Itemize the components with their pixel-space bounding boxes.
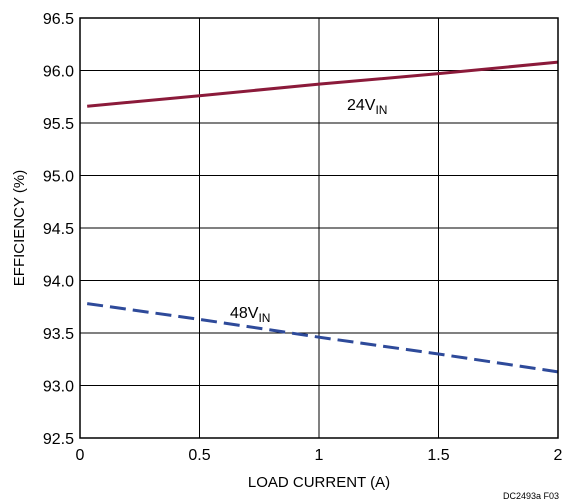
series-label-48vin: 48VIN <box>230 305 270 325</box>
x-tick-label: 1.5 <box>427 447 449 464</box>
y-tick-label: 96.5 <box>43 11 74 28</box>
y-tick-labels: 92.5 93.0 93.5 94.0 94.5 95.0 95.5 96.0 96.5 <box>43 11 74 448</box>
figure-id: DC2493a F03 <box>503 491 559 501</box>
y-tick-label: 93.0 <box>43 379 74 396</box>
y-axis-label: EFFICIENCY (%) <box>11 170 28 286</box>
x-tick-label: 1 <box>315 447 324 464</box>
plot-frame <box>79 17 559 439</box>
y-tick-label: 92.5 <box>43 431 74 448</box>
y-tick-label: 95.5 <box>43 116 74 133</box>
y-tick-label: 96.0 <box>43 64 74 81</box>
series-label-24vin: 24VIN <box>347 97 387 117</box>
y-tick-label: 94.0 <box>43 274 74 291</box>
x-tick-label: 0.5 <box>188 447 210 464</box>
series-line-48vin <box>86 302 559 374</box>
grid <box>79 17 559 439</box>
series-line-24vin <box>87 60 559 108</box>
x-tick-label: 0 <box>76 447 85 464</box>
y-tick-label: 95.0 <box>43 169 74 186</box>
x-tick-label: 2 <box>554 447 563 464</box>
x-tick-labels: 0 0.5 1 1.5 2 <box>76 447 563 464</box>
y-tick-label: 93.5 <box>43 326 74 343</box>
series-layer <box>86 60 559 374</box>
x-axis-label: LOAD CURRENT (A) <box>248 474 390 491</box>
y-tick-label: 94.5 <box>43 221 74 238</box>
